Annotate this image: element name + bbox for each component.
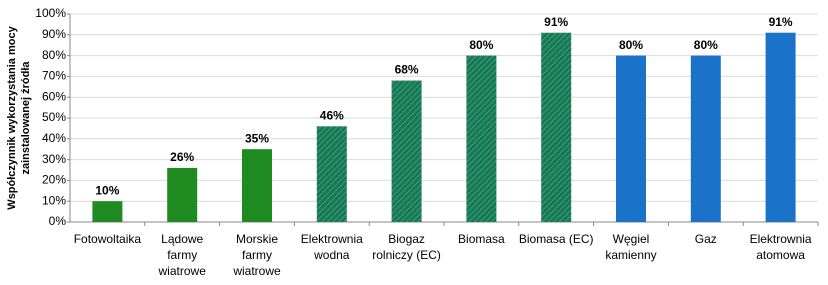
value-label: 80%	[619, 38, 643, 52]
x-tick-label: Biomasa (EC)	[519, 232, 594, 246]
bar	[242, 149, 272, 222]
x-tick-label: wodna	[313, 248, 350, 262]
x-tick-label: Gaz	[695, 232, 717, 246]
bar	[765, 32, 796, 222]
value-label: 10%	[95, 183, 119, 197]
x-tick-label: atomowa	[756, 248, 805, 262]
y-axis-label: zainstalowanej źródła	[20, 61, 32, 175]
y-tick-label: 80%	[42, 48, 66, 62]
bar	[541, 32, 572, 222]
value-label: 91%	[544, 15, 568, 29]
y-tick-label: 10%	[42, 193, 66, 207]
y-tick-label: 50%	[42, 110, 66, 124]
bar	[466, 55, 497, 222]
x-tick-label: Lądowe	[161, 232, 203, 246]
bar	[690, 55, 721, 222]
value-label: 46%	[320, 108, 344, 122]
bar	[391, 80, 422, 222]
x-tick-label: Elektrownia	[301, 232, 363, 246]
y-axis-label: Współczynnik wykorzystania mocy	[6, 25, 18, 209]
bar	[316, 126, 347, 222]
x-tick-label: Morskie	[236, 232, 278, 246]
value-label: 68%	[395, 63, 419, 77]
y-tick-label: 40%	[42, 131, 66, 145]
x-tick-label: wiatrowe	[158, 264, 207, 278]
y-tick-label: 90%	[42, 27, 66, 41]
bar	[167, 167, 198, 222]
x-tick-label: kamienny	[605, 248, 656, 262]
y-tick-label: 20%	[42, 173, 66, 187]
x-tick-label: Fotowoltaika	[74, 232, 142, 246]
x-tick-label: Węgiel	[613, 232, 650, 246]
bar	[92, 201, 123, 222]
x-tick-label: Biomasa	[458, 232, 505, 246]
y-tick-label: 60%	[42, 89, 66, 103]
x-tick-label: Biogaz	[388, 232, 425, 246]
y-tick-label: 0%	[49, 214, 67, 228]
bar	[616, 55, 646, 222]
y-tick-label: 70%	[42, 69, 66, 83]
x-tick-label: rolniczy (EC)	[372, 248, 441, 262]
x-tick-label: farmy	[242, 248, 272, 262]
x-tick-label: Elektrownia	[750, 232, 812, 246]
value-label: 26%	[170, 150, 194, 164]
value-label: 35%	[245, 131, 269, 145]
value-label: 80%	[469, 38, 493, 52]
y-tick-label: 100%	[35, 6, 66, 20]
value-label: 91%	[769, 15, 793, 29]
y-tick-label: 30%	[42, 152, 66, 166]
value-label: 80%	[694, 38, 718, 52]
x-tick-label: wiatrowe	[232, 264, 281, 278]
x-tick-label: farmy	[167, 248, 197, 262]
